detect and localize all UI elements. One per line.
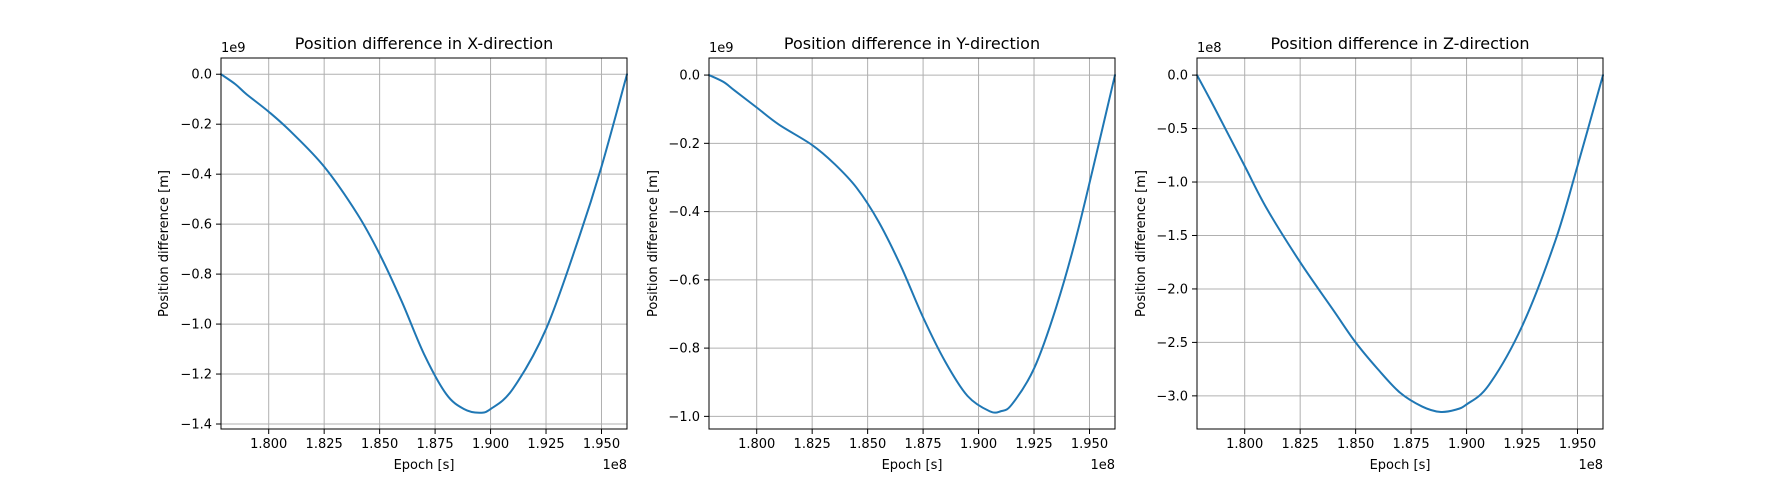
series-line-z-0 xyxy=(1196,74,1604,414)
y-tick-label-y: −0.6 xyxy=(668,273,700,288)
x-axis-label-y: Epoch [s] xyxy=(882,458,943,473)
y-tick-label-x: 0.0 xyxy=(191,68,212,83)
y-tick-label-z: 0.0 xyxy=(1167,69,1188,84)
x-tick-label-z: 1.950 xyxy=(1559,437,1596,452)
y-tick-label-z: −1.5 xyxy=(1156,229,1188,244)
series-y xyxy=(708,74,1116,414)
chart-panel-y: 1.800 1.825 1.850 1.875 1.900 1.925 1.950 0.0 −0… xyxy=(646,34,1116,473)
y-tick-label-x: −1.0 xyxy=(180,318,212,333)
grid-x xyxy=(221,58,627,429)
grid-z xyxy=(1197,58,1603,429)
x-tick-label-x: 1.900 xyxy=(472,437,509,452)
x-tick-label-z: 1.925 xyxy=(1503,437,1540,452)
x-tick-label-z: 1.850 xyxy=(1337,437,1374,452)
y-tick-label-x: −0.4 xyxy=(180,168,212,183)
y-offset-label-x: 1e9 xyxy=(221,41,246,56)
y-tick-label-z: −3.0 xyxy=(1156,389,1188,404)
chart-title-x: Position difference in X-direction xyxy=(295,34,554,53)
series-line-y-0 xyxy=(708,74,1116,414)
x-tick-label-x: 1.875 xyxy=(416,437,453,452)
y-tick-label-x: −0.8 xyxy=(180,268,212,283)
x-tick-label-x: 1.850 xyxy=(361,437,398,452)
x-offset-label-z: 1e8 xyxy=(1578,458,1603,473)
y-tick-label-y: −0.2 xyxy=(668,137,700,152)
chart-panel-x: 1.800 1.825 1.850 1.875 1.900 1.925 1.950 0.0 −0… xyxy=(157,34,628,473)
x-axis-label-x: Epoch [s] xyxy=(394,458,455,473)
x-tick-label-x: 1.950 xyxy=(583,437,620,452)
chart-title-z: Position difference in Z-direction xyxy=(1270,34,1529,53)
chart-title-y: Position difference in Y-direction xyxy=(784,34,1040,53)
x-tick-label-y: 1.825 xyxy=(794,437,831,452)
y-axis-label-y: Position difference [m] xyxy=(646,170,661,317)
y-axis-label-z: Position difference [m] xyxy=(1134,170,1149,317)
y-axis-label-x: Position difference [m] xyxy=(157,170,172,317)
y-offset-label-y: 1e9 xyxy=(709,41,734,56)
y-tick-label-y: −0.8 xyxy=(668,342,700,357)
y-offset-label-z: 1e8 xyxy=(1197,41,1222,56)
y-tick-label-x: −0.6 xyxy=(180,218,212,233)
series-line-x-0 xyxy=(220,73,628,414)
x-offset-label-y: 1e8 xyxy=(1090,458,1115,473)
x-tick-label-x: 1.925 xyxy=(527,437,564,452)
x-tick-label-x: 1.800 xyxy=(250,437,287,452)
y-tick-label-x: −1.4 xyxy=(180,418,212,433)
x-tick-label-z: 1.875 xyxy=(1392,437,1429,452)
y-tick-label-z: −2.0 xyxy=(1156,282,1188,297)
x-tick-label-y: 1.850 xyxy=(849,437,886,452)
x-offset-label-x: 1e8 xyxy=(602,458,627,473)
grid-y xyxy=(709,58,1115,429)
x-tick-label-y: 1.900 xyxy=(960,437,997,452)
x-axis-label-z: Epoch [s] xyxy=(1370,458,1431,473)
series-z xyxy=(1196,74,1604,414)
y-tick-label-y: −1.0 xyxy=(668,410,700,425)
y-tick-label-z: −1.0 xyxy=(1156,176,1188,191)
y-tick-label-y: −0.4 xyxy=(668,205,700,220)
plot-frame-y xyxy=(708,57,1116,430)
x-tick-label-z: 1.900 xyxy=(1448,437,1485,452)
y-tick-label-z: −2.5 xyxy=(1156,336,1188,351)
y-tick-label-y: 0.0 xyxy=(679,69,700,84)
x-tick-label-y: 1.925 xyxy=(1015,437,1052,452)
x-tick-label-x: 1.825 xyxy=(306,437,343,452)
ticks-x: 1.800 1.825 1.850 1.875 1.900 1.925 1.950 0.0 −0… xyxy=(180,68,620,452)
x-tick-label-y: 1.800 xyxy=(738,437,775,452)
series-x xyxy=(220,73,628,414)
y-tick-label-z: −0.5 xyxy=(1156,122,1188,137)
plot-frame-x xyxy=(220,57,628,430)
x-tick-label-z: 1.800 xyxy=(1226,437,1263,452)
ticks-y: 1.800 1.825 1.850 1.875 1.900 1.925 1.950 0.0 −0… xyxy=(668,69,1108,452)
x-tick-label-y: 1.875 xyxy=(904,437,941,452)
y-tick-label-x: −0.2 xyxy=(180,118,212,133)
ticks-z: 1.800 1.825 1.850 1.875 1.900 1.925 1.950 0.0 −0… xyxy=(1156,69,1596,452)
chart-panel-z: 1.800 1.825 1.850 1.875 1.900 1.925 1.950 0.0 −0… xyxy=(1134,34,1604,473)
y-tick-label-x: −1.2 xyxy=(180,368,212,383)
x-tick-label-y: 1.950 xyxy=(1071,437,1108,452)
x-tick-label-z: 1.825 xyxy=(1282,437,1319,452)
plot-frame-z xyxy=(1196,57,1604,430)
